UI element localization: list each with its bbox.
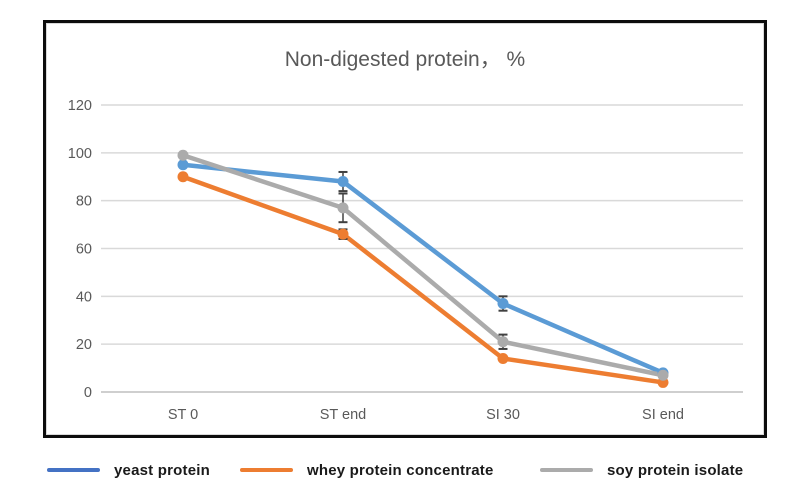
marker-soy-protein-isolate — [337, 202, 349, 214]
marker-soy-protein-isolate — [177, 149, 189, 161]
marker-soy-protein-isolate — [657, 369, 669, 381]
legend-label: soy protein isolate — [607, 461, 744, 479]
y-axis-tick-labels: 0 20 40 60 80 100 120 — [68, 98, 92, 401]
y-tick-label: 100 — [68, 146, 92, 162]
legend-swatch — [47, 468, 100, 472]
y-tick-label: 20 — [76, 337, 92, 353]
marker-yeast-protein — [177, 159, 189, 171]
chart-inner-border — [46, 23, 764, 435]
y-tick-label: 40 — [76, 289, 92, 305]
series-line-yeast-protein — [180, 162, 666, 376]
y-tick-label: 0 — [84, 385, 92, 401]
x-category-label: ST end — [320, 407, 367, 423]
marker-whey-protein-concentrate — [337, 228, 349, 240]
chart-legend: yeast protein whey protein concentrate soy… — [0, 452, 795, 492]
series-line-whey-protein-concentrate — [180, 174, 666, 385]
legend-item-yeast-protein: yeast protein — [47, 452, 210, 488]
legend-swatch — [240, 468, 293, 472]
legend-item-whey-protein-concentrate: whey protein concentrate — [240, 452, 494, 488]
x-category-label: SI end — [642, 407, 684, 423]
y-tick-label: 120 — [68, 98, 92, 114]
x-axis-category-labels: ST 0 ST end SI 30 SI end — [168, 407, 684, 423]
series-lines — [180, 152, 666, 385]
legend-label: yeast protein — [114, 461, 210, 479]
y-tick-label: 80 — [76, 194, 92, 210]
x-category-label: ST 0 — [168, 407, 198, 423]
y-tick-label: 60 — [76, 242, 92, 258]
legend-item-soy-protein-isolate: soy protein isolate — [540, 452, 743, 488]
series-markers — [177, 149, 669, 388]
series-line-soy-protein-isolate — [180, 152, 666, 378]
marker-whey-protein-concentrate — [177, 171, 189, 183]
marker-soy-protein-isolate — [497, 336, 509, 348]
marker-yeast-protein — [497, 298, 509, 310]
legend-label: whey protein concentrate — [307, 461, 494, 479]
marker-whey-protein-concentrate — [497, 353, 509, 365]
x-category-label: SI 30 — [486, 407, 520, 423]
marker-yeast-protein — [337, 176, 349, 188]
legend-swatch — [540, 468, 593, 472]
gridlines — [101, 104, 743, 393]
chart-title: Non-digested protein， % — [285, 48, 525, 71]
